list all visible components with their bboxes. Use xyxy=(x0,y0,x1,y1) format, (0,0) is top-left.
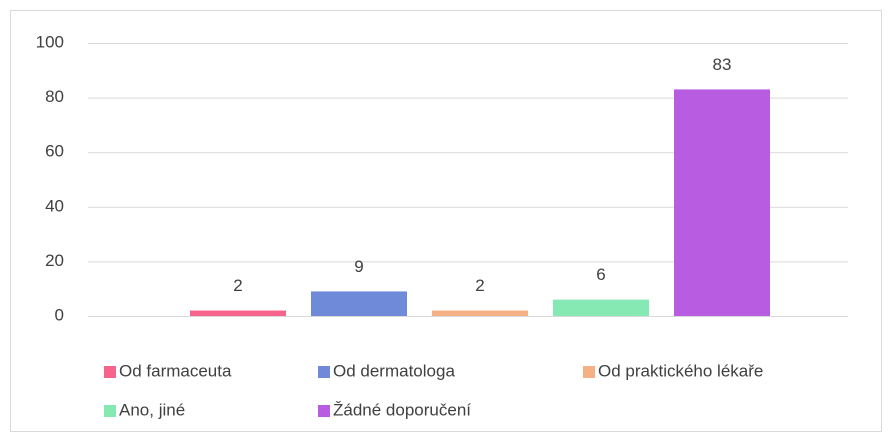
y-tick-label: 0 xyxy=(55,305,64,324)
legend-label: Žádné doporučení xyxy=(333,400,471,419)
legend-label: Od farmaceuta xyxy=(119,361,232,380)
data-label: 2 xyxy=(475,276,484,295)
y-tick-label: 80 xyxy=(45,87,64,106)
y-tick-label: 60 xyxy=(45,142,64,161)
data-label: 6 xyxy=(596,265,605,284)
legend-swatch xyxy=(583,366,595,378)
legend-swatch xyxy=(104,366,116,378)
bar xyxy=(674,89,770,316)
bar xyxy=(432,310,528,316)
data-label: 9 xyxy=(354,257,363,276)
legend-label: Od praktického lékaře xyxy=(598,361,763,380)
legend-swatch xyxy=(104,405,116,417)
legend-swatch xyxy=(318,405,330,417)
data-label: 2 xyxy=(233,276,242,295)
legend-swatch xyxy=(318,366,330,378)
data-label: 83 xyxy=(713,55,732,74)
legend-label: Od dermatologa xyxy=(333,361,455,380)
y-tick-label: 20 xyxy=(45,251,64,270)
y-tick-label: 100 xyxy=(36,32,64,51)
bar xyxy=(190,310,286,316)
legend-label: Ano, jiné xyxy=(119,400,185,419)
bar xyxy=(311,291,407,316)
bar xyxy=(553,299,649,316)
y-tick-label: 40 xyxy=(45,196,64,215)
